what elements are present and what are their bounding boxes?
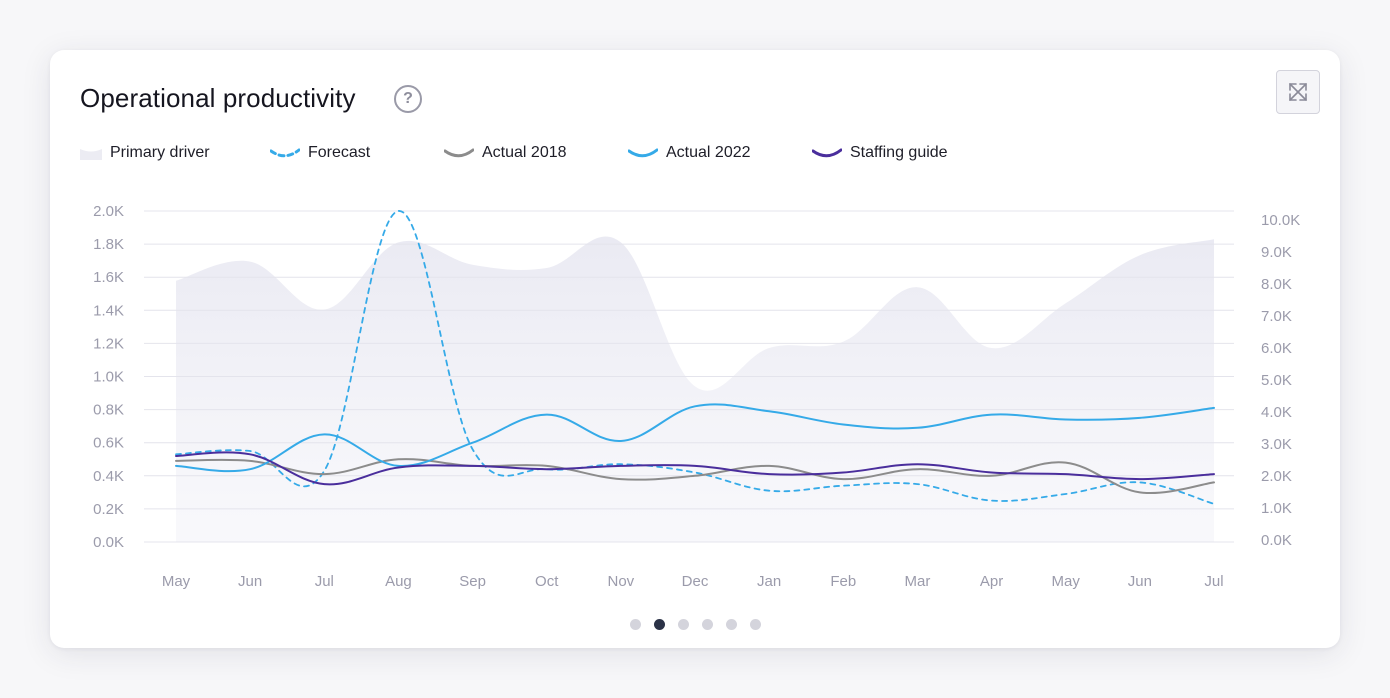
x-tick-label: Feb	[830, 573, 856, 590]
series-line-actual-2018	[175, 458, 1215, 495]
legend-label: Forecast	[308, 144, 371, 161]
y-left-tick-label: 0.0K	[93, 534, 124, 551]
y-right-tick-label: 1.0K	[1261, 500, 1292, 517]
x-tick-label: Mar	[905, 573, 931, 590]
x-tick-label: Jan	[757, 573, 781, 590]
x-tick-label: Jun	[238, 573, 262, 590]
pagination-dot[interactable]	[750, 619, 761, 630]
card-title: Operational productivity	[80, 83, 356, 113]
legend-label: Actual 2022	[666, 144, 751, 161]
legend-label: Actual 2018	[482, 144, 567, 161]
expand-icon	[1289, 83, 1307, 101]
y-left-tick-label: 0.4K	[93, 468, 124, 485]
y-right-tick-label: 7.0K	[1261, 308, 1292, 325]
y-right-tick-label: 4.0K	[1261, 404, 1292, 421]
x-tick-label: May	[162, 573, 191, 590]
y-right-tick-label: 6.0K	[1261, 340, 1292, 357]
y-right-tick-label: 2.0K	[1261, 468, 1292, 485]
help-icon[interactable]: ?	[394, 85, 422, 113]
legend-item-actual-2018[interactable]: Actual 2018	[444, 143, 567, 163]
y-right-tick-label: 9.0K	[1261, 244, 1292, 261]
x-tick-label: Nov	[608, 573, 635, 590]
legend-item-forecast[interactable]: Forecast	[270, 143, 370, 163]
y-right-tick-label: 3.0K	[1261, 436, 1292, 453]
x-tick-label: Oct	[535, 573, 559, 590]
legend-label: Primary driver	[110, 144, 210, 161]
line-icon	[444, 148, 474, 158]
y-left-tick-label: 1.6K	[93, 269, 124, 286]
series-line-forecast	[175, 210, 1215, 505]
pagination-dot[interactable]	[726, 619, 737, 630]
pagination-dots	[630, 619, 774, 630]
pagination-dot[interactable]	[702, 619, 713, 630]
legend-label: Staffing guide	[850, 144, 948, 161]
y-left-tick-label: 0.8K	[93, 402, 124, 419]
legend-item-actual-2022[interactable]: Actual 2022	[628, 143, 751, 163]
line-icon	[628, 148, 658, 158]
area-swatch-icon	[80, 149, 102, 160]
legend-item-staffing-guide[interactable]: Staffing guide	[812, 143, 948, 163]
y-right-tick-label: 5.0K	[1261, 372, 1292, 389]
x-tick-label: Jul	[1204, 573, 1223, 590]
x-tick-label: Apr	[980, 573, 1003, 590]
series-line-staffing-guide	[175, 451, 1215, 486]
x-tick-label: Dec	[682, 573, 709, 590]
y-left-tick-label: 2.0K	[93, 203, 124, 220]
expand-button[interactable]	[1276, 70, 1320, 114]
y-right-tick-label: 10.0K	[1261, 212, 1300, 229]
y-left-tick-label: 1.2K	[93, 335, 124, 352]
x-tick-label: Sep	[459, 573, 486, 590]
y-left-tick-label: 0.2K	[93, 501, 124, 518]
chart-card: Operational productivity ? Primary drive…	[50, 50, 1340, 648]
y-left-tick-label: 0.6K	[93, 435, 124, 452]
x-tick-label: May	[1052, 573, 1081, 590]
line-chart: 0.0K 0.2K 0.4K 0.6K 0.8K 1.0K 1.2K 1.4K 1.6K 1.8K…	[93, 203, 1300, 590]
dashed-line-icon	[270, 148, 300, 158]
x-tick-label: Aug	[385, 573, 412, 590]
y-left-tick-label: 1.4K	[93, 302, 124, 319]
x-tick-label: Jun	[1128, 573, 1152, 590]
series-area-primary-driver	[176, 236, 1214, 542]
series-line-actual-2022	[175, 403, 1215, 473]
pagination-dot[interactable]	[654, 619, 665, 630]
y-right-tick-label: 8.0K	[1261, 276, 1292, 293]
line-icon	[812, 148, 842, 158]
legend-item-primary-driver[interactable]: Primary driver	[80, 143, 210, 163]
y-right-tick-label: 0.0K	[1261, 532, 1292, 549]
pagination-dot[interactable]	[630, 619, 641, 630]
y-left-tick-label: 1.8K	[93, 236, 124, 253]
y-left-tick-label: 1.0K	[93, 369, 124, 386]
pagination-dot[interactable]	[678, 619, 689, 630]
x-tick-label: Jul	[315, 573, 334, 590]
